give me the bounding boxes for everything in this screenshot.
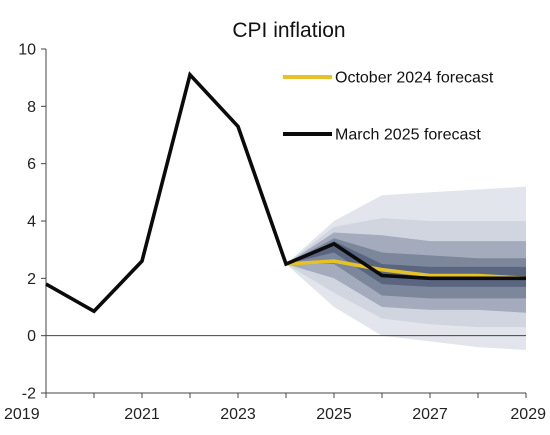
fan-bands [286,186,526,350]
y-tick-label: -2 [22,386,36,403]
series-line-1 [285,259,527,281]
chart-title: CPI inflation [232,19,345,42]
y-tick-label: 4 [27,214,36,231]
legend-label-2: March 2025 forecast [335,127,481,144]
x-tick-label: 2021 [124,406,160,423]
x-tick-label: 2019 [4,406,40,423]
y-tick-label: 6 [27,156,36,173]
y-tick-label: 10 [18,42,36,59]
axes: -2 0 2 4 6 8 10 2019 2021 2023 2025 2027 2029 [4,42,546,424]
x-tick-label: 2027 [412,406,448,423]
series-line-2 [45,71,526,314]
x-tick-label: 2025 [316,406,352,423]
x-tick-label: 2023 [220,406,256,423]
y-tick-label: 0 [27,328,36,345]
legend: October 2024 forecast March 2025 forecast [283,70,494,144]
x-tick-label: 2029 [510,406,546,423]
y-tick-label: 8 [27,99,36,116]
y-tick-label: 2 [27,271,36,288]
legend-label-1: October 2024 forecast [335,70,494,87]
series-lines [45,71,527,314]
